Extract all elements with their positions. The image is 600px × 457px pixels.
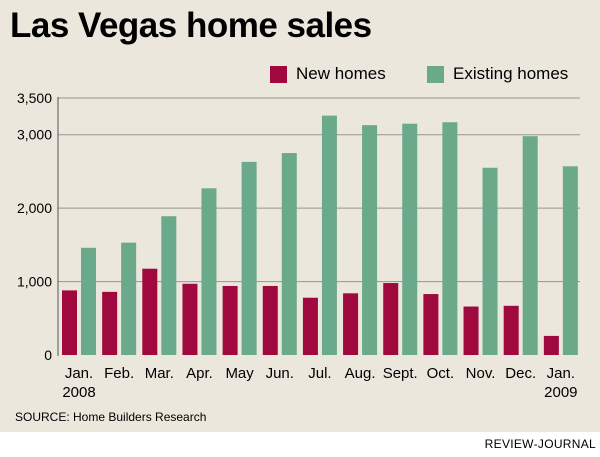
legend-new-homes-swatch xyxy=(270,65,287,83)
chart-panel xyxy=(0,0,600,432)
x-tick-label: Jan. xyxy=(547,365,575,382)
legend-new-homes: New homes xyxy=(270,63,386,85)
legend-existing-homes: Existing homes xyxy=(427,63,568,85)
bar-existing-homes xyxy=(121,242,137,355)
y-tick-label: 2,000 xyxy=(17,200,52,216)
bar-existing-homes xyxy=(81,247,96,355)
bar-new-homes xyxy=(343,293,359,355)
bar-existing-homes xyxy=(442,122,458,355)
y-tick-label: 3,000 xyxy=(17,127,52,143)
bar-new-homes xyxy=(222,285,238,355)
x-tick-label: May xyxy=(225,365,254,382)
y-tick-label: 0 xyxy=(44,347,52,363)
x-tick-label: Jun. xyxy=(266,365,294,382)
y-tick-label: 1,000 xyxy=(17,274,52,290)
legend-new-homes-label: New homes xyxy=(296,64,386,83)
bar-existing-homes xyxy=(201,188,217,355)
x-tick-label: Aug. xyxy=(345,365,376,382)
bar-new-homes xyxy=(423,294,439,355)
bar-new-homes xyxy=(142,268,158,355)
x-tick-label: Dec. xyxy=(505,365,536,382)
bar-existing-homes xyxy=(241,161,257,355)
legend-existing-homes-label: Existing homes xyxy=(453,64,569,83)
year-label: 2009 xyxy=(544,384,577,401)
bar-new-homes xyxy=(503,305,519,355)
bar-existing-homes xyxy=(402,123,418,355)
bar-new-homes xyxy=(463,306,479,355)
x-tick-label: Nov. xyxy=(466,365,496,382)
bar-new-homes xyxy=(102,291,118,355)
x-tick-label: Mar. xyxy=(145,365,174,382)
year-label: 2008 xyxy=(62,384,95,401)
bar-existing-homes xyxy=(482,167,498,355)
publisher-credit: REVIEW-JOURNAL xyxy=(484,437,596,451)
x-tick-label: Jan. xyxy=(65,365,93,382)
legend-existing-homes-swatch xyxy=(427,65,444,83)
bar-new-homes xyxy=(62,290,77,355)
bar-chart: 0 1,000 2,000 3,000 3,500 Jan. Feb. Mar. Apr. May… xyxy=(17,90,580,401)
bar-new-homes xyxy=(262,285,278,355)
chart-title: Las Vegas home sales xyxy=(10,6,372,45)
bar-new-homes xyxy=(383,283,399,355)
bar-existing-homes xyxy=(522,136,538,355)
x-tick-label: Feb. xyxy=(104,365,134,382)
x-tick-label: Jul. xyxy=(308,365,331,382)
bar-existing-homes xyxy=(281,153,297,355)
x-tick-label: Apr. xyxy=(186,365,213,382)
bar-existing-homes xyxy=(161,216,177,355)
y-tick-label: 3,500 xyxy=(17,90,52,106)
bar-existing-homes xyxy=(321,115,337,355)
bar-new-homes xyxy=(302,297,318,355)
source-note: SOURCE: Home Builders Research xyxy=(15,410,207,424)
x-tick-label: Oct. xyxy=(427,365,455,382)
bar-existing-homes xyxy=(562,166,578,355)
bar-new-homes xyxy=(543,335,559,355)
bar-new-homes xyxy=(182,283,198,355)
x-tick-label: Sept. xyxy=(383,365,418,382)
bar-existing-homes xyxy=(362,125,378,355)
